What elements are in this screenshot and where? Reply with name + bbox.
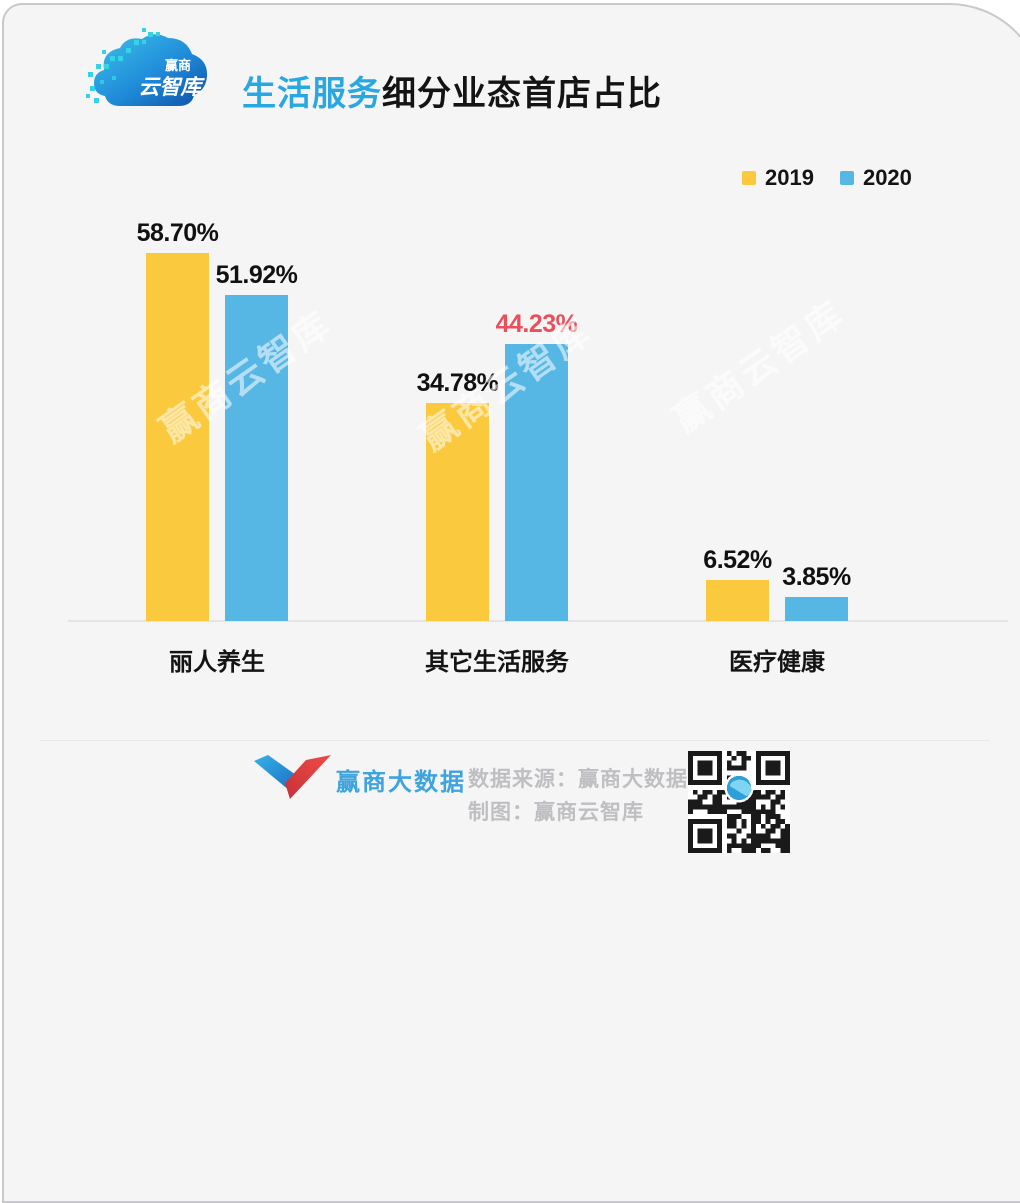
yunzhiku-cloud-logo-icon: 赢商 云智库: [86, 28, 214, 120]
legend-label-2020: 2020: [862, 165, 912, 190]
bar-2019-丽人养生: [146, 253, 209, 621]
category-label: 其它生活服务: [425, 649, 569, 676]
title-highlight: 生活服务: [242, 74, 382, 113]
footer-brand: 赢商大数据: [336, 769, 466, 796]
logo-text-line2: 云智库: [139, 75, 206, 99]
bar-2019-其它生活服务: [426, 403, 489, 621]
title-rest: 细分业态首店占比: [382, 74, 662, 113]
footer-source-text: 数据来源：赢商大数据: [468, 768, 688, 791]
logo-text-line1: 赢商: [165, 58, 191, 73]
page-title: 生活服务细分业态首店占比: [242, 73, 662, 115]
bar-value-label: 58.70%: [136, 219, 219, 247]
legend-item-2020: 2020: [839, 165, 912, 191]
footer-credit-text: 制图：赢商云智库: [468, 801, 644, 824]
bar-value-label: 3.85%: [782, 563, 851, 591]
legend-swatch-2020: [839, 171, 854, 185]
bar-2020-丽人养生: [225, 295, 288, 621]
footer-divider: [40, 740, 990, 741]
legend-swatch-2019: [742, 171, 756, 185]
bar-2020-医疗健康: [785, 597, 848, 621]
x-axis-line: [68, 620, 1008, 622]
bar-value-label: 34.78%: [416, 369, 499, 397]
bar-2020-其它生活服务: [505, 344, 568, 621]
bar-value-label: 6.52%: [703, 546, 772, 574]
legend-label-2019: 2019: [765, 165, 814, 190]
qr-code: [688, 751, 790, 853]
chart-legend: 2019 2020: [742, 165, 912, 191]
bar-2019-医疗健康: [706, 580, 769, 621]
legend-item-2019: 2019: [742, 165, 814, 191]
bar-value-label: 51.92%: [215, 261, 298, 289]
bar-value-label: 44.23%: [495, 310, 578, 338]
bar-chart: 丽人养生 58.70% 51.92% 其它生活服务 34.78% 44.23% 医疗健康 6.…: [68, 219, 1008, 676]
watermark-text: 赢商云智库: [665, 291, 854, 441]
category-label: 丽人养生: [169, 649, 265, 676]
category-label: 医疗健康: [729, 649, 825, 676]
winshang-bigdata-logo-icon: [252, 753, 332, 804]
